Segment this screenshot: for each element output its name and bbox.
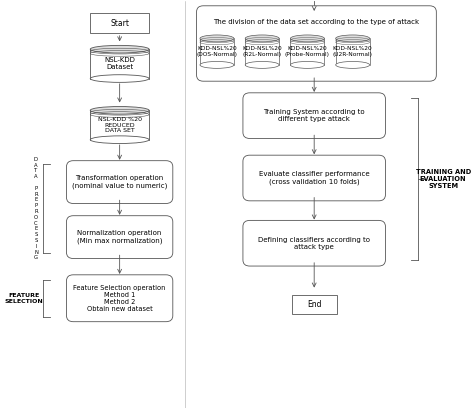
Text: End: End	[307, 300, 321, 309]
Bar	[291, 38, 324, 65]
FancyBboxPatch shape	[243, 93, 385, 139]
Text: D
A
T
A
 
P
R
E
P
R
O
C
E
S
S
I
N
G: D A T A P R E P R O C E S S I N G	[34, 157, 38, 261]
Bar	[90, 13, 149, 33]
Ellipse shape	[200, 35, 234, 42]
FancyBboxPatch shape	[243, 220, 385, 266]
Ellipse shape	[291, 61, 324, 68]
FancyBboxPatch shape	[243, 155, 385, 201]
Text: Start: Start	[110, 19, 129, 28]
Text: KDD-NSL%20
(Probe-Normal): KDD-NSL%20 (Probe-Normal)	[285, 46, 330, 57]
Ellipse shape	[291, 35, 324, 42]
FancyBboxPatch shape	[66, 275, 173, 322]
FancyBboxPatch shape	[66, 216, 173, 258]
FancyBboxPatch shape	[197, 6, 437, 81]
Bar	[245, 38, 279, 65]
Ellipse shape	[245, 61, 279, 68]
Text: Transformation operation
(nominal value to numeric): Transformation operation (nominal value …	[72, 175, 167, 189]
Text: Defining classifiers according to
attack type: Defining classifiers according to attack…	[258, 237, 370, 250]
FancyBboxPatch shape	[66, 161, 173, 204]
Ellipse shape	[200, 61, 234, 68]
Ellipse shape	[90, 45, 149, 53]
Ellipse shape	[90, 75, 149, 82]
Bar	[292, 294, 337, 314]
Text: Evaluate classifier performance
(cross validation 10 folds): Evaluate classifier performance (cross v…	[259, 171, 370, 185]
Ellipse shape	[245, 35, 279, 42]
Text: TRAINING AND
EVALUATION
SYSTEM: TRAINING AND EVALUATION SYSTEM	[416, 169, 471, 189]
Text: KDD-NSL%20
(U2R-Normal): KDD-NSL%20 (U2R-Normal)	[333, 46, 373, 57]
Text: FEATURE
SELECTION: FEATURE SELECTION	[4, 293, 43, 303]
Bar	[336, 38, 370, 65]
Text: Training System according to
different type attack: Training System according to different t…	[264, 109, 365, 122]
Bar	[200, 38, 234, 65]
Text: KDD-NSL%20
(DOS-Normal): KDD-NSL%20 (DOS-Normal)	[196, 46, 237, 57]
Ellipse shape	[90, 136, 149, 144]
Ellipse shape	[336, 61, 370, 68]
Text: Normalization operation
(Min max normalization): Normalization operation (Min max normali…	[77, 230, 163, 244]
Ellipse shape	[90, 106, 149, 114]
Text: KDD-NSL%20
(R2L-Normal): KDD-NSL%20 (R2L-Normal)	[242, 46, 282, 57]
Text: NSL-KDD %20
REDUCED
DATA SET: NSL-KDD %20 REDUCED DATA SET	[98, 117, 142, 133]
Text: Feature Selection operation
Method 1
Method 2
Obtain new dataset: Feature Selection operation Method 1 Met…	[73, 285, 166, 312]
Bar	[90, 110, 149, 140]
Text: NSL-KDD
Dataset: NSL-KDD Dataset	[104, 57, 135, 70]
Text: The division of the data set according to the type of attack: The division of the data set according t…	[213, 19, 419, 25]
Bar	[90, 49, 149, 79]
Ellipse shape	[336, 35, 370, 42]
